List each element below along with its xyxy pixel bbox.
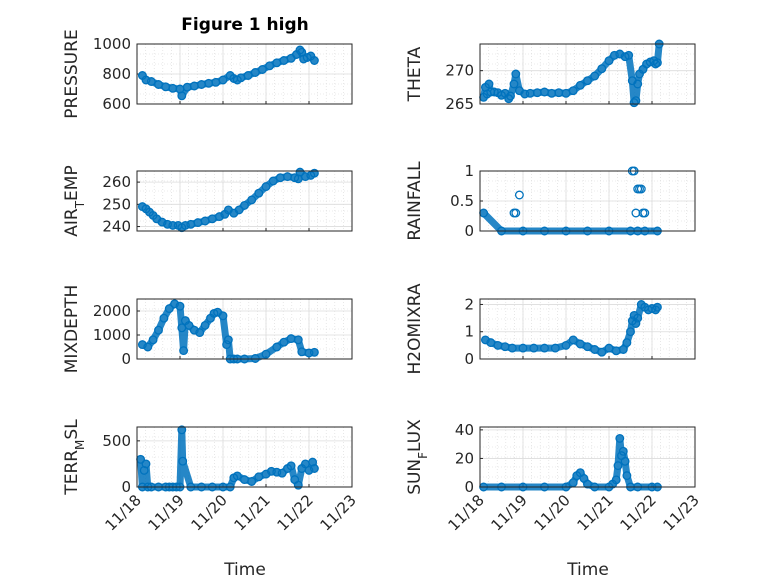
axes-box	[479, 298, 696, 360]
y-tick-label: 1000	[93, 35, 131, 53]
y-tick-label: 600	[102, 95, 131, 113]
y-tick-label: 270	[445, 62, 474, 80]
data-point	[514, 190, 524, 200]
subplot-sun-flux: 0 20 40 SUNFLUX 11/18 11/19 11/20 11/21 11/22 11/…	[405, 419, 703, 535]
y-axis-label: PRESSURE	[62, 29, 82, 118]
axes-box	[136, 43, 353, 105]
x-tick-label: 11/23	[660, 491, 703, 534]
subplot-theta: 265 270 THETA	[405, 39, 696, 113]
dense-point-band	[481, 301, 661, 356]
data-point	[511, 208, 521, 218]
y-tick-label: 2000	[93, 302, 131, 320]
x-tick-label: 11/23	[317, 491, 360, 534]
x-tick-label: 11/22	[617, 491, 660, 534]
y-axis-label: THETA	[405, 46, 425, 102]
y-tick-label: 265	[445, 95, 474, 113]
y-tick-label: 20	[455, 449, 474, 467]
y-axis-label: H2OMIXRA	[405, 283, 425, 374]
y-tick-label: 240	[102, 218, 131, 236]
x-tick-label: 11/21	[231, 491, 274, 534]
axes-box	[136, 426, 353, 488]
y-tick-label: 500	[102, 432, 131, 450]
y-tick-label: 1	[464, 323, 474, 341]
subplot-rainfall: 0 0.5 1 RAINFALL	[405, 161, 696, 241]
y-axis-label: RAINFALL	[405, 161, 425, 241]
y-tick-label: 40	[455, 421, 474, 439]
dense-point-band	[138, 46, 318, 100]
y-tick-label: 800	[102, 65, 131, 83]
x-tick-label: 11/18	[445, 491, 488, 534]
dense-point-band	[480, 40, 663, 107]
data-point	[640, 208, 650, 218]
figure-title: Figure 1 high	[181, 15, 309, 35]
subplot-pressure: 600 800 1000 PRESSURE	[62, 29, 353, 119]
x-tick-label: 11/21	[574, 491, 617, 534]
y-axis-label: AIRTEMP	[62, 165, 87, 236]
xlabel-left: Time	[223, 560, 266, 580]
x-tick-label: 11/22	[274, 491, 317, 534]
x-tick-label: 11/20	[531, 491, 574, 534]
axes-box	[136, 298, 353, 360]
subplot-mixdepth: 0 1000 2000 MIXDEPTH	[62, 285, 353, 374]
y-axis-label: MIXDEPTH	[62, 285, 82, 374]
y-tick-label: 260	[102, 173, 131, 191]
y-tick-label: 0	[464, 350, 474, 368]
y-tick-label: 0	[121, 478, 131, 496]
dense-point-band	[138, 300, 318, 363]
y-tick-label: 1	[464, 162, 474, 180]
axes-box	[479, 426, 696, 488]
x-tick-label: 11/19	[145, 491, 188, 534]
x-tick-label: 11/20	[188, 491, 231, 534]
dense-point-band	[138, 168, 318, 232]
y-tick-label: 250	[102, 195, 131, 213]
x-tick-label: 11/18	[102, 491, 145, 534]
y-tick-label: 1000	[93, 326, 131, 344]
data-point	[636, 184, 646, 194]
axes-box	[479, 43, 696, 105]
subplot-h2omixra: 0 1 2 H2OMIXRA	[405, 283, 696, 375]
xlabel-right: Time	[566, 560, 609, 580]
y-tick-label: 2	[464, 295, 474, 313]
y-tick-label: 0	[464, 478, 474, 496]
axes-box	[136, 170, 353, 232]
y-tick-label: 0.5	[450, 192, 474, 210]
subplot-terr-msl: 0 500 TERRMSL 11/18 11/19 11/20 11/21 11/22 11/2…	[62, 419, 360, 535]
y-axis-label: TERRMSL	[62, 419, 87, 496]
y-tick-label: 0	[464, 222, 474, 240]
x-tick-label: 11/19	[488, 491, 531, 534]
y-axis-label: SUNFLUX	[405, 419, 430, 495]
y-tick-label: 0	[121, 350, 131, 368]
subplot-air-temp: 240 250 260 AIRTEMP	[62, 165, 353, 237]
axes-box	[479, 170, 696, 232]
